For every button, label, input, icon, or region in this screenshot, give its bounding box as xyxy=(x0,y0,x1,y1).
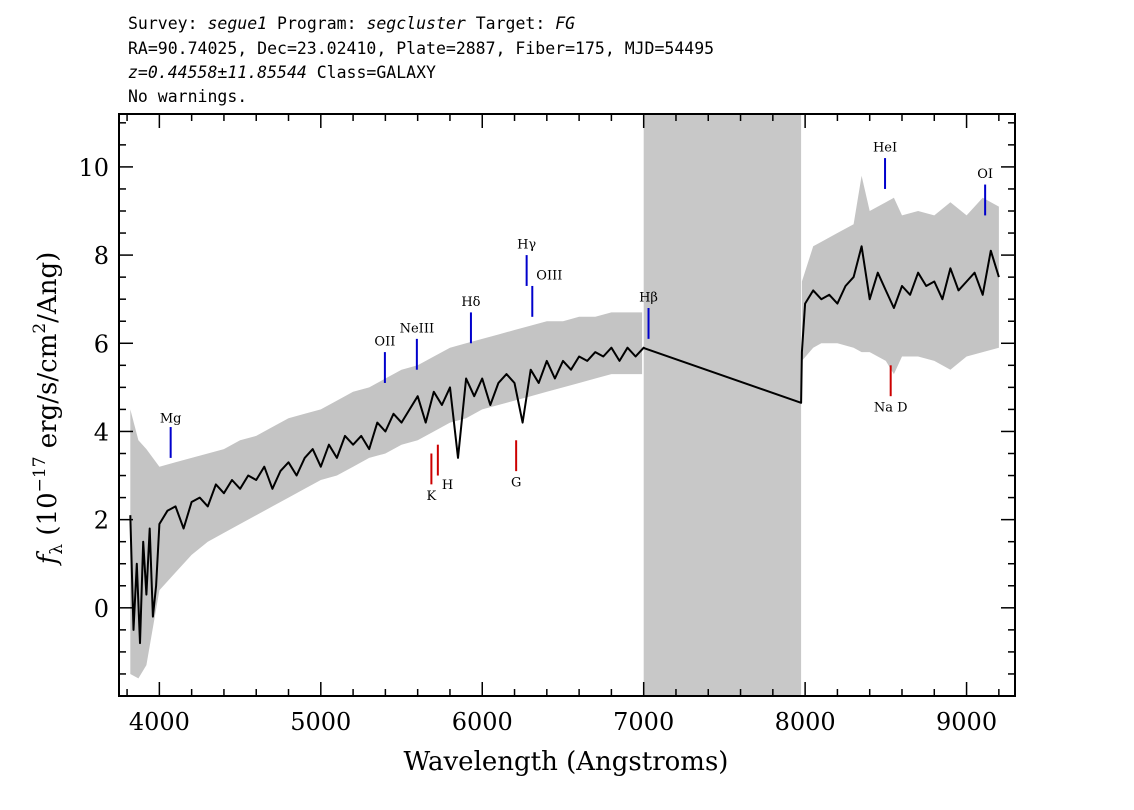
spectral-line-label-7: HeI xyxy=(873,140,897,155)
program-value: segcluster xyxy=(366,14,465,33)
spectral-line-label-6: Hβ xyxy=(639,290,658,305)
x-tick-label-5: 9000 xyxy=(936,708,997,736)
masked-region-layer xyxy=(643,114,802,696)
program-label: Program: xyxy=(267,14,366,33)
header-line-2: RA=90.74025, Dec=23.02410, Plate=2887, F… xyxy=(128,39,714,58)
y-tick-label-2: 4 xyxy=(94,418,109,446)
spectral-line-label-9: K xyxy=(427,489,437,504)
spectral-line-label-4: Hγ xyxy=(517,237,536,252)
y-title-square: 2 xyxy=(30,323,50,334)
y-title-open: (10 xyxy=(33,492,63,544)
spectral-line-label-5: OIII xyxy=(536,268,562,283)
x-tick-label-2: 6000 xyxy=(452,708,513,736)
x-tick-label-1: 5000 xyxy=(290,708,351,736)
spectral-lines-layer: Mg OII NeIII Hδ Hγ OIII Hβ HeI OI KH G Na D xyxy=(160,140,993,503)
spectral-line-label-12: Na D xyxy=(874,401,908,416)
flux-line xyxy=(129,245,1000,645)
flux-line-layer xyxy=(129,245,1000,645)
y-tick-label-1: 2 xyxy=(94,507,109,535)
target-value: FG xyxy=(555,14,575,33)
y-tick-label-4: 8 xyxy=(94,242,109,270)
target-label: Target: xyxy=(466,14,555,33)
y-tick-label-5: 10 xyxy=(78,154,109,182)
header: Survey: segue1 Program: segcluster Targe… xyxy=(128,14,714,106)
plot-frame xyxy=(118,113,1016,697)
y-tick-label-0: 0 xyxy=(94,595,109,623)
redshift-value: z=0.44558±11.85544 xyxy=(128,63,307,82)
survey-label: Survey: xyxy=(128,14,207,33)
header-line-4: No warnings. xyxy=(128,87,247,106)
y-title-exponent: −17 xyxy=(30,456,50,492)
y-title-close: /Ang) xyxy=(33,252,63,323)
header-line-3: z=0.44558±11.85544 Class=GALAXY xyxy=(128,63,436,82)
x-tick-label-3: 7000 xyxy=(613,708,674,736)
y-axis-title: fλ (10−17 erg/s/cm2/Ang) xyxy=(30,252,67,567)
survey-value: segue1 xyxy=(207,14,267,33)
x-axis-title: Wavelength (Angstroms) xyxy=(404,747,729,777)
spectral-line-label-0: Mg xyxy=(160,412,182,427)
masked-region xyxy=(643,114,802,696)
error-band-layer xyxy=(130,175,999,679)
axes-layer xyxy=(118,113,1016,697)
spectral-line-label-2: NeIII xyxy=(400,321,434,336)
spectral-line-label-10: H xyxy=(442,478,453,493)
y-tick-label-3: 6 xyxy=(94,330,109,358)
error-band-1 xyxy=(801,175,999,375)
class-value: Class=GALAXY xyxy=(307,63,436,82)
y-title-subscript: λ xyxy=(47,544,67,555)
spectral-line-label-11: G xyxy=(511,476,521,491)
y-title-units: erg/s/cm xyxy=(33,334,63,457)
spectral-line-label-1: OII xyxy=(374,334,395,349)
x-tick-label-0: 4000 xyxy=(129,708,190,736)
x-tick-label-4: 8000 xyxy=(775,708,836,736)
header-line-1: Survey: segue1 Program: segcluster Targe… xyxy=(128,14,575,33)
spectral-line-label-8: OI xyxy=(977,167,993,182)
spectral-line-label-3: Hδ xyxy=(461,295,480,310)
error-band-0 xyxy=(130,312,643,679)
tick-labels-layer: 4000 5000 6000 7000 8000 9000 0 2 4 6 8 10 xyxy=(78,154,997,736)
